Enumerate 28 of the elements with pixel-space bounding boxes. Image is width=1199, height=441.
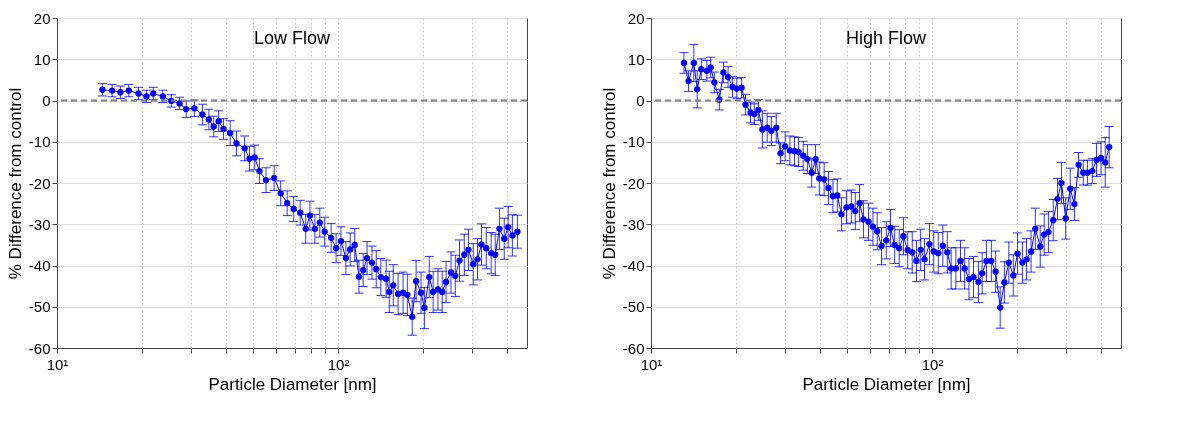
y-tick-label: -10 [28,133,51,151]
x-axis-title: Particle Diameter [nm] [802,374,971,394]
x-axis-title: Particle Diameter [nm] [208,374,377,394]
y-tick-label: 10 [33,50,51,68]
y-tick-label: -20 [28,174,51,192]
y-tick-label: 20 [33,9,51,27]
y-tick-label: 20 [627,9,645,27]
x-tick-label: 10² [327,355,350,373]
y-tick-label: -60 [622,339,645,357]
y-tick-label: -10 [622,133,645,151]
text: Low Flow [253,28,332,48]
y-tick-label: -30 [28,215,51,233]
y-tick-label: -60 [28,339,51,357]
x-tick-label: 10¹ [46,355,69,373]
x-tick-label: 10² [921,355,944,373]
text: High Flow [845,28,928,48]
x-tick-label: 10¹ [640,355,663,373]
y-tick-label: -20 [622,174,645,192]
y-tick-label: -50 [28,298,51,316]
y-tick-label: -40 [622,257,645,274]
y-axis-title: % Difference from control [5,87,25,280]
y-tick-label: -50 [622,298,645,316]
y-tick-label: 0 [42,92,51,109]
y-tick-label: -40 [28,257,51,274]
y-tick-label: 10 [627,50,645,68]
y-tick-label: -30 [622,215,645,233]
y-tick-label: 0 [636,92,645,109]
y-axis-title: % Difference from control [599,87,619,280]
